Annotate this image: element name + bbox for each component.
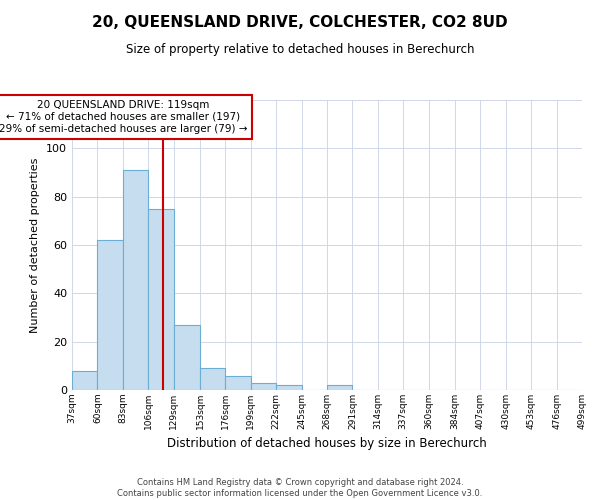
Bar <box>97 240 123 390</box>
Text: Contains HM Land Registry data © Crown copyright and database right 2024.
Contai: Contains HM Land Registry data © Crown c… <box>118 478 482 498</box>
Bar <box>251 383 276 390</box>
Text: 20, QUEENSLAND DRIVE, COLCHESTER, CO2 8UD: 20, QUEENSLAND DRIVE, COLCHESTER, CO2 8U… <box>92 15 508 30</box>
Text: Size of property relative to detached houses in Berechurch: Size of property relative to detached ho… <box>126 42 474 56</box>
Bar <box>173 325 200 390</box>
Bar <box>200 368 226 390</box>
Bar <box>226 376 251 390</box>
Bar <box>327 385 352 390</box>
Y-axis label: Number of detached properties: Number of detached properties <box>31 158 40 332</box>
X-axis label: Distribution of detached houses by size in Berechurch: Distribution of detached houses by size … <box>167 438 487 450</box>
Bar <box>123 170 148 390</box>
Bar <box>148 209 173 390</box>
Bar <box>72 370 97 390</box>
Bar <box>276 385 302 390</box>
Text: 20 QUEENSLAND DRIVE: 119sqm
← 71% of detached houses are smaller (197)
29% of se: 20 QUEENSLAND DRIVE: 119sqm ← 71% of det… <box>0 100 247 134</box>
